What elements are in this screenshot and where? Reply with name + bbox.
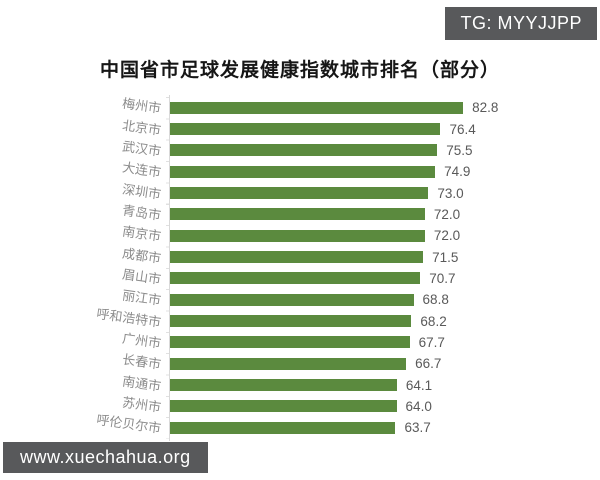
category-label-text: 成都市 xyxy=(121,245,163,266)
category-label: 南京市 xyxy=(0,224,170,245)
value-label: 67.7 xyxy=(418,334,445,350)
bar xyxy=(170,357,407,370)
bar xyxy=(170,229,425,242)
bar-row: 南京市 72.0 xyxy=(0,224,600,246)
category-label-text: 长春市 xyxy=(121,351,163,373)
bar xyxy=(170,144,438,157)
y-axis-ticks xyxy=(166,97,169,439)
value-label: 66.7 xyxy=(415,356,442,372)
category-label: 广州市 xyxy=(0,331,170,352)
category-label: 大连市 xyxy=(0,160,170,181)
category-label: 眉山市 xyxy=(0,267,170,288)
bar xyxy=(170,187,429,200)
bar xyxy=(170,101,464,114)
value-label: 72.0 xyxy=(433,228,461,244)
value-label: 76.4 xyxy=(449,121,476,137)
value-label: 70.7 xyxy=(429,270,456,286)
category-label-text: 南通市 xyxy=(121,373,163,394)
bar-row: 大连市 74.9 xyxy=(0,160,600,182)
y-axis-line xyxy=(169,95,170,441)
bar-row: 武汉市 75.5 xyxy=(0,139,600,161)
category-label: 武汉市 xyxy=(0,139,170,160)
category-label: 青岛市 xyxy=(0,203,170,224)
bar xyxy=(170,400,397,413)
bar-row: 成都市 71.5 xyxy=(0,245,600,267)
bar xyxy=(170,315,412,328)
bar xyxy=(170,208,425,221)
telegram-watermark-badge: TG: MYYJJPP xyxy=(445,7,597,40)
value-label: 82.8 xyxy=(472,100,499,116)
bar-row: 呼伦贝尔市 63.7 xyxy=(0,412,600,438)
value-label: 74.9 xyxy=(444,164,471,180)
bar xyxy=(170,379,397,392)
bar-row: 眉山市 70.7 xyxy=(0,267,600,289)
category-label: 长春市 xyxy=(0,352,170,373)
bar-row: 苏州市 64.0 xyxy=(0,395,600,417)
category-label-text: 深圳市 xyxy=(121,181,163,202)
bar-row: 广州市 67.7 xyxy=(0,331,600,353)
category-label: 成都市 xyxy=(0,245,170,267)
value-label: 64.1 xyxy=(405,377,433,393)
bar-rows: 梅州市 82.8 北京市 76.4 武汉市 75.5 大连市 74.9 深圳市 73.0 青岛市 72… xyxy=(0,96,600,439)
bar xyxy=(170,293,414,306)
bar-chart-plot-area: 梅州市 82.8 北京市 76.4 武汉市 75.5 大连市 74.9 深圳市 73.0 青岛市 72… xyxy=(0,95,600,441)
value-label: 63.7 xyxy=(404,420,431,436)
value-label: 73.0 xyxy=(437,185,464,201)
category-label: 北京市 xyxy=(0,117,170,139)
website-watermark-badge: www.xuechahua.org xyxy=(3,442,208,473)
category-label: 梅州市 xyxy=(0,96,170,117)
value-label: 72.0 xyxy=(433,206,461,222)
bar xyxy=(170,336,410,349)
value-label: 64.0 xyxy=(405,398,432,414)
category-label-text: 南京市 xyxy=(121,223,163,245)
bar-row: 北京市 76.4 xyxy=(0,117,600,139)
category-label: 苏州市 xyxy=(0,395,170,416)
category-label-text: 丽江市 xyxy=(121,287,163,309)
bar xyxy=(170,251,424,264)
bar-row: 长春市 66.7 xyxy=(0,352,600,374)
bar-row: 丽江市 68.8 xyxy=(0,288,600,310)
bar-row: 深圳市 73.0 xyxy=(0,181,600,203)
bar xyxy=(170,123,441,136)
category-label: 深圳市 xyxy=(0,181,170,203)
category-label-text: 梅州市 xyxy=(121,95,163,117)
value-label: 75.5 xyxy=(446,142,473,158)
category-label: 呼和浩特市 xyxy=(0,306,170,331)
bar-row: 呼和浩特市 68.2 xyxy=(0,306,600,331)
value-label: 71.5 xyxy=(432,249,459,265)
category-label-text: 北京市 xyxy=(121,117,163,138)
category-label: 丽江市 xyxy=(0,288,170,309)
bar xyxy=(170,272,421,285)
bar-row: 梅州市 82.8 xyxy=(0,96,600,118)
bar-row: 青岛市 72.0 xyxy=(0,203,600,225)
category-label-text: 青岛市 xyxy=(121,202,163,223)
bar-row: 南通市 64.1 xyxy=(0,373,600,395)
value-label: 68.2 xyxy=(420,313,447,329)
bar xyxy=(170,421,396,434)
category-label: 呼伦贝尔市 xyxy=(0,412,170,437)
bar xyxy=(170,165,436,178)
category-label: 南通市 xyxy=(0,373,170,395)
chart-title: 中国省市足球发展健康指数城市排名（部分） xyxy=(99,60,500,81)
category-label-text: 武汉市 xyxy=(121,138,163,159)
category-label-text: 大连市 xyxy=(121,159,163,181)
value-label: 68.8 xyxy=(422,292,449,308)
